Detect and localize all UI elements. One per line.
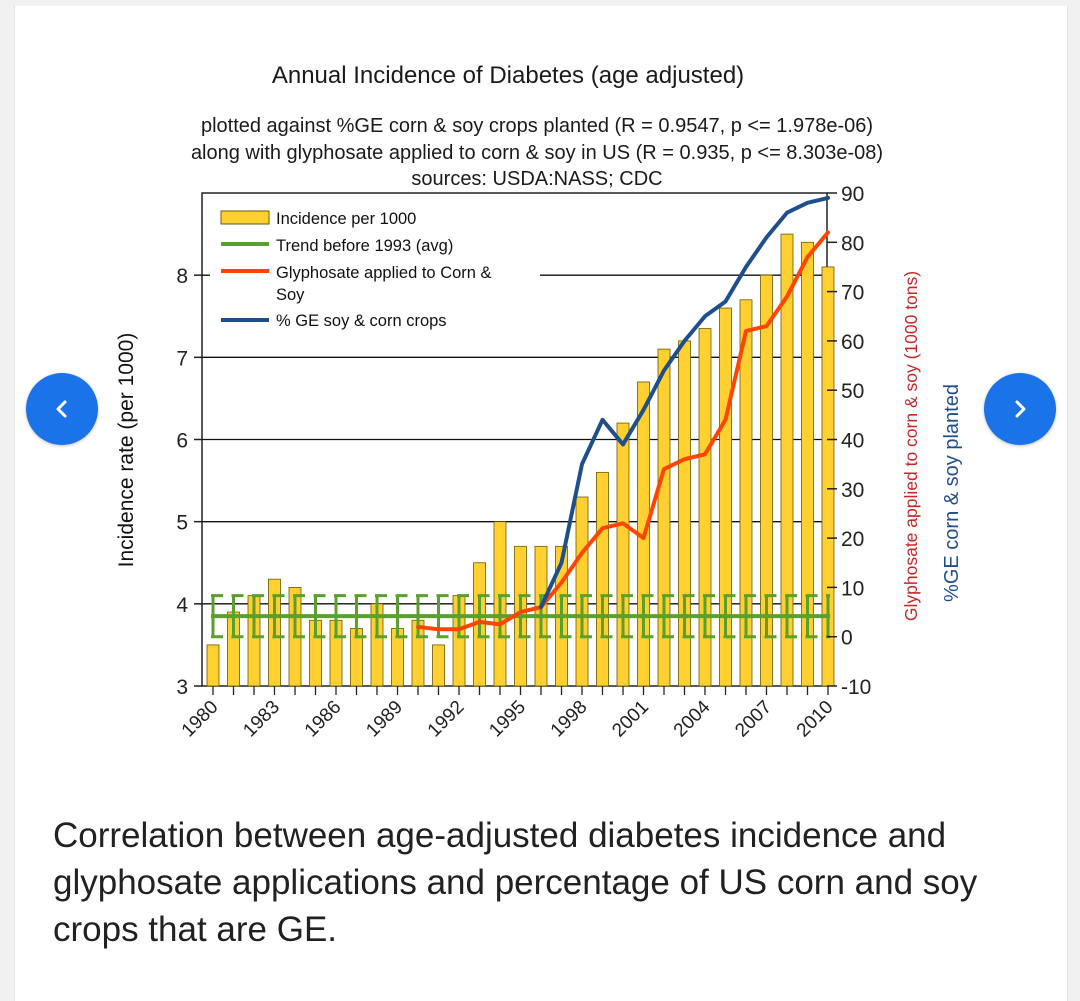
x-tick-label: 1995: [485, 697, 530, 742]
image-caption: Correlation between age-adjusted diabete…: [53, 816, 978, 949]
left-tick-label: 6: [176, 430, 188, 453]
x-tick-label: 2010: [793, 697, 838, 742]
left-tick-label: 8: [176, 265, 188, 288]
bar-incidence-2000: [616, 422, 630, 687]
right-tick-label: 40: [841, 430, 864, 453]
right-tick-label: 20: [841, 528, 864, 551]
right-tick-label: 30: [841, 479, 864, 502]
bar-incidence-1991: [432, 644, 445, 687]
left-tick-label: 4: [176, 594, 188, 617]
right-tick-label: 60: [841, 331, 864, 354]
chart-title: Annual Incidence of Diabetes (age adjust…: [272, 62, 744, 89]
legend-label-ge: % GE soy & corn crops: [276, 312, 447, 330]
x-tick-label: 1998: [547, 697, 592, 742]
y-axis-left-label: Incidence rate (per 1000): [115, 333, 138, 568]
legend-label-incidence: Incidence per 1000: [276, 210, 416, 228]
chevron-left-icon: [56, 400, 67, 418]
chart: Annual Incidence of Diabetes (age adjust…: [115, 62, 963, 742]
x-tick-label: 1980: [178, 697, 223, 742]
x-tick-label: 2007: [731, 697, 776, 742]
right-tick-label: 80: [841, 232, 864, 255]
chart-subtitle-line: along with glyphosate applied to corn & …: [191, 142, 883, 164]
right-tick-label: -10: [841, 676, 871, 699]
bar-incidence-1999: [596, 471, 609, 687]
next-image-button[interactable]: [984, 373, 1056, 445]
line-glyphosate: [416, 230, 830, 632]
right-tick-label: 0: [841, 627, 853, 650]
previous-image-button[interactable]: [26, 373, 98, 445]
right-tick-label: 90: [841, 183, 864, 206]
right-tick-label: 50: [841, 380, 864, 403]
y-axis-right-glyphosate-label: Glyphosate applied to corn & soy (1000 t…: [901, 271, 921, 621]
chart-subtitle-line: plotted against %GE corn & soy crops pla…: [201, 115, 873, 137]
chart-subtitle-line: sources: USDA:NASS; CDC: [411, 168, 662, 190]
x-tick-label: 2004: [670, 696, 715, 741]
chevron-right-icon: [1015, 400, 1026, 418]
right-tick-label: 10: [841, 577, 864, 600]
x-tick-label: 1989: [362, 697, 407, 742]
x-tick-label: 1992: [424, 697, 469, 742]
x-tick-label: 1986: [301, 697, 346, 742]
y-axis-right-ge-label: %GE corn & soy planted: [941, 384, 963, 602]
left-tick-label: 7: [176, 347, 188, 370]
legend-label-glyphosate: Glyphosate applied to Corn & Soy: [276, 264, 492, 304]
legend-label-trend: Trend before 1993 (avg): [276, 237, 453, 255]
bar-incidence-1980: [206, 644, 220, 687]
right-tick-label: 70: [841, 282, 864, 305]
line-ge-crops: [539, 195, 830, 610]
left-tick-label: 3: [176, 676, 188, 699]
x-tick-label: 2001: [608, 697, 653, 742]
x-tick-label: 1983: [239, 697, 284, 742]
left-tick-label: 5: [176, 512, 188, 535]
bar-incidence-1998: [575, 496, 589, 687]
legend-swatch-incidence: [220, 210, 270, 225]
